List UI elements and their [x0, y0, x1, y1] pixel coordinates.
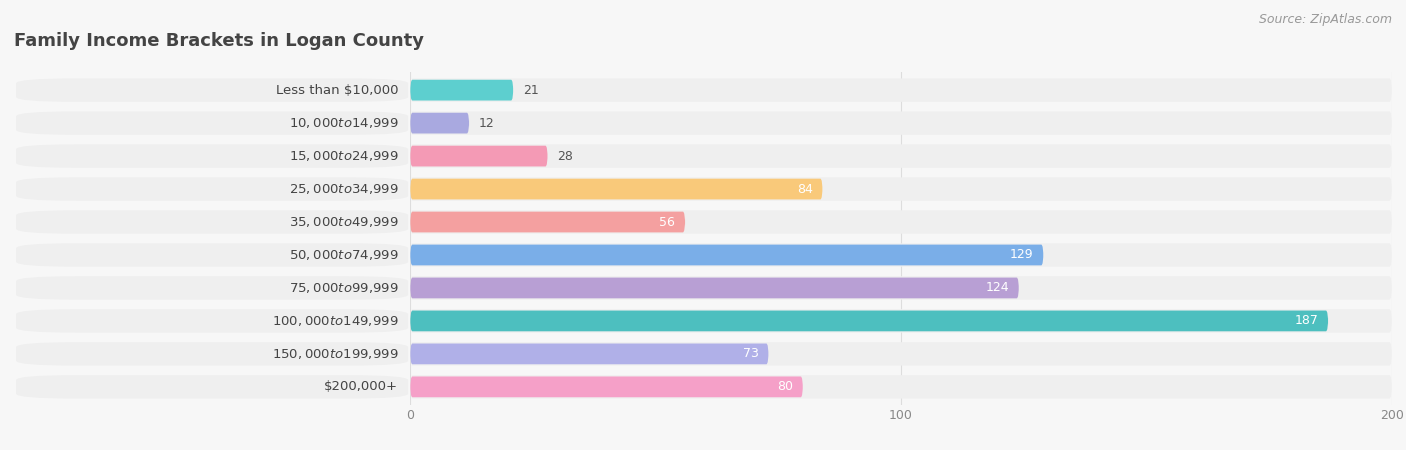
FancyBboxPatch shape [15, 210, 408, 234]
FancyBboxPatch shape [15, 112, 408, 135]
FancyBboxPatch shape [411, 78, 1392, 102]
FancyBboxPatch shape [411, 309, 1392, 333]
FancyBboxPatch shape [411, 210, 1392, 234]
Text: $15,000 to $24,999: $15,000 to $24,999 [288, 149, 398, 163]
FancyBboxPatch shape [411, 112, 470, 134]
FancyBboxPatch shape [411, 343, 769, 365]
Text: $200,000+: $200,000+ [325, 380, 398, 393]
FancyBboxPatch shape [411, 375, 1392, 399]
Text: $10,000 to $14,999: $10,000 to $14,999 [288, 116, 398, 130]
FancyBboxPatch shape [411, 177, 1392, 201]
FancyBboxPatch shape [15, 144, 408, 168]
FancyBboxPatch shape [15, 309, 408, 333]
Text: $150,000 to $199,999: $150,000 to $199,999 [271, 347, 398, 361]
Text: 28: 28 [557, 149, 574, 162]
Text: $50,000 to $74,999: $50,000 to $74,999 [288, 248, 398, 262]
FancyBboxPatch shape [15, 276, 408, 300]
FancyBboxPatch shape [411, 80, 513, 100]
Text: 56: 56 [659, 216, 675, 229]
Text: $75,000 to $99,999: $75,000 to $99,999 [288, 281, 398, 295]
FancyBboxPatch shape [411, 146, 548, 166]
FancyBboxPatch shape [411, 112, 1392, 135]
FancyBboxPatch shape [411, 179, 823, 199]
Text: 129: 129 [1010, 248, 1033, 261]
Text: 187: 187 [1295, 315, 1319, 328]
Text: 73: 73 [742, 347, 759, 360]
FancyBboxPatch shape [411, 310, 1329, 331]
Text: $35,000 to $49,999: $35,000 to $49,999 [288, 215, 398, 229]
Text: 21: 21 [523, 84, 538, 97]
Text: 12: 12 [479, 117, 495, 130]
FancyBboxPatch shape [411, 243, 1392, 267]
Text: Family Income Brackets in Logan County: Family Income Brackets in Logan County [14, 32, 425, 50]
FancyBboxPatch shape [15, 375, 408, 399]
FancyBboxPatch shape [15, 78, 408, 102]
Text: $100,000 to $149,999: $100,000 to $149,999 [271, 314, 398, 328]
Text: $25,000 to $34,999: $25,000 to $34,999 [288, 182, 398, 196]
FancyBboxPatch shape [15, 342, 408, 365]
FancyBboxPatch shape [411, 278, 1019, 298]
Text: 80: 80 [778, 380, 793, 393]
Text: Less than $10,000: Less than $10,000 [276, 84, 398, 97]
FancyBboxPatch shape [411, 144, 1392, 168]
Text: Source: ZipAtlas.com: Source: ZipAtlas.com [1258, 14, 1392, 27]
FancyBboxPatch shape [411, 377, 803, 397]
FancyBboxPatch shape [411, 245, 1043, 266]
FancyBboxPatch shape [411, 212, 685, 232]
FancyBboxPatch shape [411, 342, 1392, 365]
FancyBboxPatch shape [15, 243, 408, 267]
Text: 84: 84 [797, 183, 813, 196]
FancyBboxPatch shape [15, 177, 408, 201]
Text: 124: 124 [986, 281, 1010, 294]
FancyBboxPatch shape [411, 276, 1392, 300]
